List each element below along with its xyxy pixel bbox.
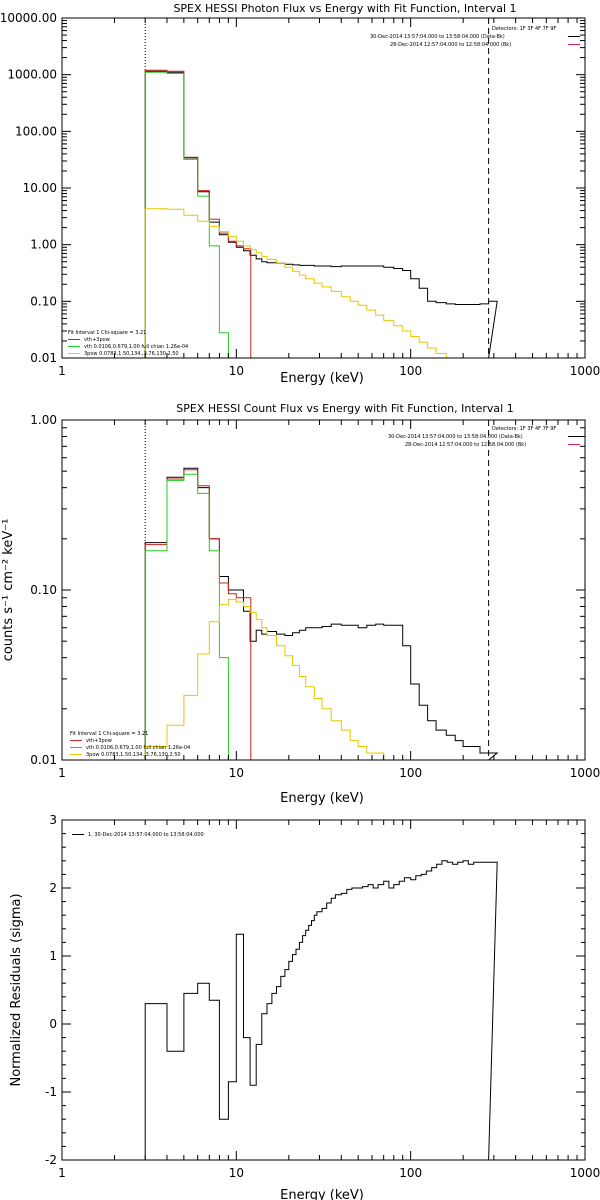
- photon-y-tick-label: 0.01: [30, 351, 57, 365]
- count-y-tick-label: 0.01: [30, 753, 57, 767]
- residuals-y-tick-label: -2: [45, 1153, 57, 1167]
- residuals-x-tick-label: 1: [58, 1166, 66, 1180]
- photon-detectors-text: Detectors: 1F 3F 4F 7F 9F: [492, 26, 556, 32]
- photon-x-tick-label: 10: [229, 364, 244, 378]
- count-legend-vth: vth 0.0106,0.679,1.00 full chian 1.26e-0…: [86, 745, 190, 751]
- count-legend-3pow: 3pow 0.0783,1.50,134.,3.76,130,2.50: [86, 752, 181, 758]
- photon-series-data: [144, 70, 498, 358]
- photon-y-tick-label: 10.00: [23, 181, 57, 195]
- count-chart-marks: [144, 420, 499, 760]
- photon-plot-frame: [61, 17, 586, 359]
- residuals-y-axis-label: Normalized Residuals (sigma): [9, 893, 24, 1086]
- count-time-bk: 28-Dec-2014 12:57:04.000 to 12:58:04.000…: [405, 442, 526, 448]
- photon-flux-chart: SPEX HESSI Photon Flux vs Energy with Fi…: [0, 2, 600, 386]
- photon-y-tick-label: 1.00: [30, 238, 57, 252]
- count-x-axis-label: Energy (keV): [280, 791, 364, 806]
- photon-series-vth-3pow: [144, 69, 252, 358]
- photon-y-tick-label: 10000.00: [0, 11, 57, 25]
- residuals-y-tick-label: 2: [49, 881, 57, 895]
- residuals-x-tick-label: 10: [229, 1166, 244, 1180]
- photon-time-bk: 28-Dec-2014 12:57:04.000 to 12:58:04.000…: [390, 42, 511, 48]
- residuals-y-tick-label: 3: [49, 813, 57, 827]
- count-x-tick-label: 100: [399, 766, 422, 780]
- photon-y-tick-label: 100.00: [15, 124, 57, 138]
- photon-chart-title: SPEX HESSI Photon Flux vs Energy with Fi…: [173, 2, 516, 15]
- photon-fit-text: Fit Interval 1 Chi-square = 3.21: [68, 330, 146, 336]
- photon-series-vth: [144, 71, 238, 358]
- residuals-x-tick-label: 1000: [570, 1166, 600, 1180]
- residuals-legend-text: 1. 30-Dec-2014 13:57:04.000 to 13:58:04.…: [88, 832, 204, 838]
- residuals-series-residuals: [144, 860, 498, 1160]
- count-y-tick-label: 1.00: [30, 413, 57, 427]
- photon-time-data: 30-Dec-2014 13:57:04.000 to 13:58:04.000…: [370, 34, 505, 40]
- photon-legend-3pow: 3pow 0.0783,1.50,134.,3.76,130,2.50: [84, 351, 179, 357]
- count-x-tick-label: 1000: [570, 766, 600, 780]
- count-series-vth-3pow: [144, 469, 252, 760]
- count-series-data: [144, 467, 499, 760]
- residuals-x-tick-label: 100: [399, 1166, 422, 1180]
- count-x-tick-label: 10: [229, 766, 244, 780]
- count-y-tick-label: 0.10: [30, 583, 57, 597]
- photon-chart-axes: 1 10 100 1000 0.01 0.10 1.00 10.00 100.00 1000.00…: [0, 11, 600, 378]
- residuals-y-tick-label: -1: [45, 1085, 57, 1099]
- residuals-y-tick-label: 1: [49, 949, 57, 963]
- photon-legend-vth3pow: vth+3pow: [84, 337, 110, 343]
- count-chart-axes: 1 10 100 1000 0.01 0.10 1.00: [30, 413, 600, 780]
- photon-x-tick-label: 1000: [570, 364, 600, 378]
- count-legend-vth3pow: vth+3pow: [86, 738, 112, 744]
- residuals-plot-frame: [61, 819, 586, 1161]
- photon-series-3pow: [144, 208, 457, 358]
- count-chart-title: SPEX HESSI Count Flux vs Energy with Fit…: [176, 402, 513, 415]
- count-flux-chart: SPEX HESSI Count Flux vs Energy with Fit…: [1, 402, 600, 806]
- photon-x-tick-label: 100: [399, 364, 422, 378]
- count-fit-text: Fit Interval 1 Chi-square = 3.21: [70, 731, 148, 737]
- photon-y-tick-label: 0.10: [30, 294, 57, 308]
- residuals-y-tick-label: 0: [49, 1017, 57, 1031]
- photon-legend-vth: vth 0.0106,0.679,1.00 full chian 1.26e-0…: [84, 344, 188, 350]
- photon-chart-marks: [144, 18, 498, 358]
- count-y-axis-label: counts s⁻¹ cm⁻² keV⁻¹: [1, 519, 16, 662]
- residuals-chart: 1 10 100 1000 -2 -1 0 1 2 3 Energy (keV) Normaliz…: [9, 813, 600, 1200]
- residuals-x-axis-label: Energy (keV): [280, 1188, 364, 1200]
- count-time-data: 30-Dec-2014 13:57:04.000 to 13:58:04.000…: [388, 434, 523, 440]
- count-detectors-text: Detectors: 1F 3F 4F 7F 9F: [492, 426, 556, 432]
- count-x-tick-label: 1: [58, 766, 66, 780]
- residuals-chart-marks: [144, 860, 498, 1160]
- count-series-3pow: [144, 598, 404, 760]
- photon-y-tick-label: 1000.00: [7, 68, 57, 82]
- residuals-chart-axes: 1 10 100 1000 -2 -1 0 1 2 3: [45, 813, 600, 1180]
- photon-x-axis-label: Energy (keV): [280, 371, 364, 386]
- count-series-vth: [144, 473, 238, 760]
- photon-x-tick-label: 1: [58, 364, 66, 378]
